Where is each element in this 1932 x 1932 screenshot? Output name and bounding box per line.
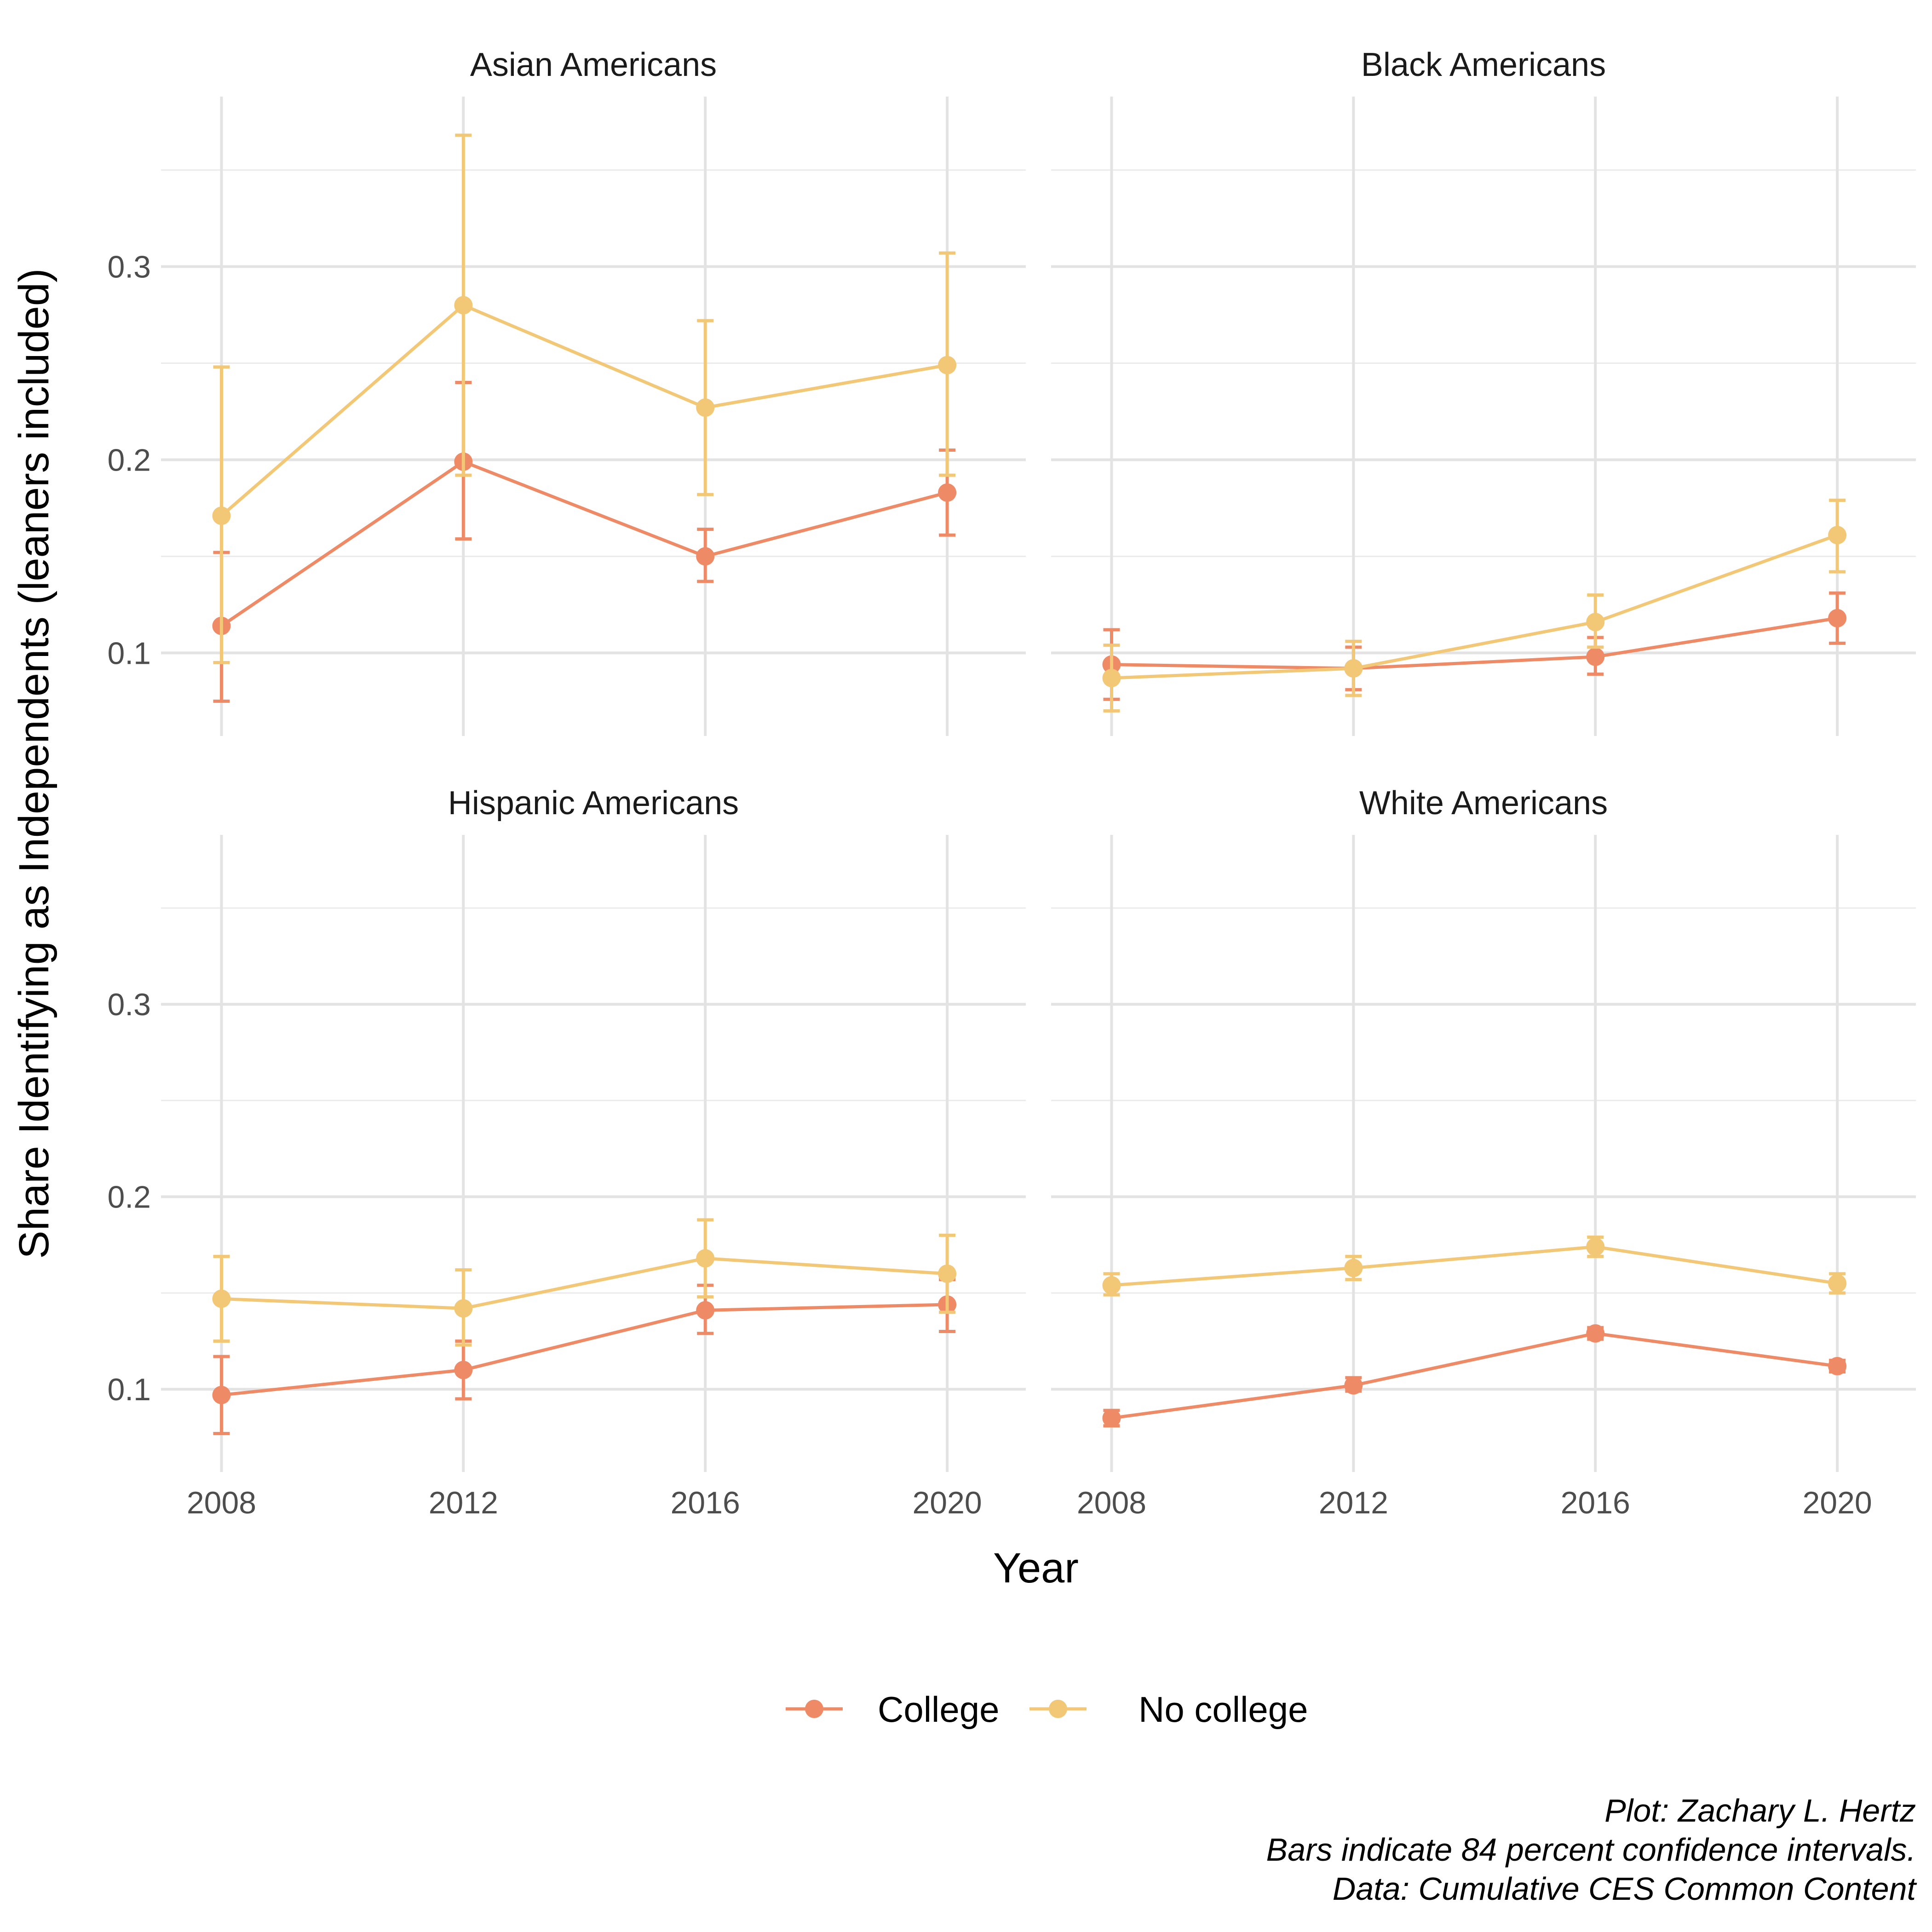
series-no-college bbox=[212, 133, 957, 664]
series-line bbox=[220, 460, 948, 627]
series-no-college bbox=[1102, 1236, 1847, 1297]
data-point bbox=[454, 296, 473, 315]
panel-hispanic-americans: Hispanic Americans 0.1 0.2 0.3 2008 2012 2016 2… bbox=[107, 785, 1026, 1520]
series-no-college bbox=[212, 1218, 957, 1347]
x-tick-label: 2016 bbox=[671, 1485, 740, 1520]
panel-asian-americans: Asian Americans 0.1 0.2 0.3 bbox=[107, 46, 1026, 736]
legend-item-no-college: No college bbox=[1029, 1689, 1308, 1730]
series-line bbox=[221, 1303, 948, 1397]
panel-white-americans: White Americans 2008 2012 2016 2020 bbox=[1051, 785, 1916, 1520]
legend-item-college: College bbox=[786, 1689, 1000, 1730]
legend-label: No college bbox=[1138, 1689, 1308, 1730]
legend-label: College bbox=[878, 1689, 1000, 1730]
legend: College No college bbox=[786, 1689, 1308, 1730]
data-point bbox=[938, 483, 957, 502]
data-point bbox=[1828, 526, 1847, 545]
series-line bbox=[1111, 1245, 1838, 1287]
data-point bbox=[1102, 1276, 1121, 1295]
legend-key-point bbox=[805, 1700, 823, 1718]
data-point bbox=[1586, 1237, 1605, 1256]
y-tick-label: 0.2 bbox=[107, 443, 151, 477]
y-tick-label: 0.2 bbox=[107, 1180, 151, 1215]
x-tick-label: 2008 bbox=[187, 1485, 256, 1520]
caption-line: Plot: Zachary L. Hertz bbox=[1604, 1793, 1916, 1828]
data-point bbox=[696, 398, 715, 417]
series-college bbox=[1102, 1324, 1847, 1428]
data-point bbox=[454, 1299, 473, 1318]
data-point bbox=[212, 1386, 231, 1404]
data-point bbox=[212, 506, 231, 525]
x-tick-label: 2012 bbox=[429, 1485, 498, 1520]
panel-title: Hispanic Americans bbox=[448, 785, 739, 822]
data-point bbox=[1828, 1274, 1847, 1293]
panel-title: Black Americans bbox=[1361, 46, 1606, 83]
series-line bbox=[1111, 533, 1838, 680]
data-point bbox=[1586, 647, 1605, 666]
data-point bbox=[696, 547, 715, 566]
legend-key-point bbox=[1049, 1700, 1067, 1718]
data-point bbox=[1344, 659, 1363, 678]
x-tick-label: 2020 bbox=[1802, 1485, 1872, 1520]
data-point bbox=[1586, 1324, 1605, 1343]
x-tick-label: 2008 bbox=[1077, 1485, 1146, 1520]
y-tick-label: 0.1 bbox=[107, 636, 151, 671]
chart-panels: Asian Americans 0.1 0.2 0.3 Black Americans H… bbox=[107, 46, 1916, 1520]
data-point bbox=[938, 356, 957, 374]
data-point bbox=[1828, 1357, 1847, 1375]
panel-title: White Americans bbox=[1359, 785, 1608, 822]
y-tick-label: 0.1 bbox=[107, 1372, 151, 1407]
panel-black-americans: Black Americans bbox=[1051, 46, 1916, 736]
series-line bbox=[1111, 1332, 1838, 1420]
data-point bbox=[1344, 1259, 1363, 1277]
data-point bbox=[1344, 1376, 1363, 1395]
series-line bbox=[1111, 616, 1838, 670]
x-axis-title: Year bbox=[993, 1545, 1079, 1592]
data-point bbox=[1102, 1409, 1121, 1427]
caption: Plot: Zachary L. Hertz Bars indicate 84 p… bbox=[1266, 1793, 1917, 1907]
panel-title: Asian Americans bbox=[470, 46, 717, 83]
y-tick-label: 0.3 bbox=[107, 250, 151, 285]
x-tick-label: 2020 bbox=[912, 1485, 982, 1520]
series-line bbox=[221, 1257, 948, 1310]
data-point bbox=[212, 1289, 231, 1308]
y-tick-label: 0.3 bbox=[107, 987, 151, 1022]
caption-line: Data: Cumulative CES Common Content bbox=[1333, 1871, 1917, 1907]
data-point bbox=[938, 1265, 957, 1283]
x-tick-label: 2016 bbox=[1561, 1485, 1630, 1520]
x-tick-label: 2012 bbox=[1319, 1485, 1388, 1520]
caption-line: Bars indicate 84 percent confidence inte… bbox=[1266, 1832, 1916, 1868]
data-point bbox=[1102, 669, 1121, 688]
data-point bbox=[454, 1361, 473, 1380]
series-line bbox=[220, 303, 948, 517]
data-point bbox=[696, 1301, 715, 1320]
data-point bbox=[696, 1249, 715, 1268]
y-axis-title: Share Identifying as Independents (leane… bbox=[11, 268, 58, 1259]
series-no-college bbox=[1102, 499, 1847, 713]
data-point bbox=[1586, 613, 1605, 632]
data-point bbox=[1828, 609, 1847, 627]
